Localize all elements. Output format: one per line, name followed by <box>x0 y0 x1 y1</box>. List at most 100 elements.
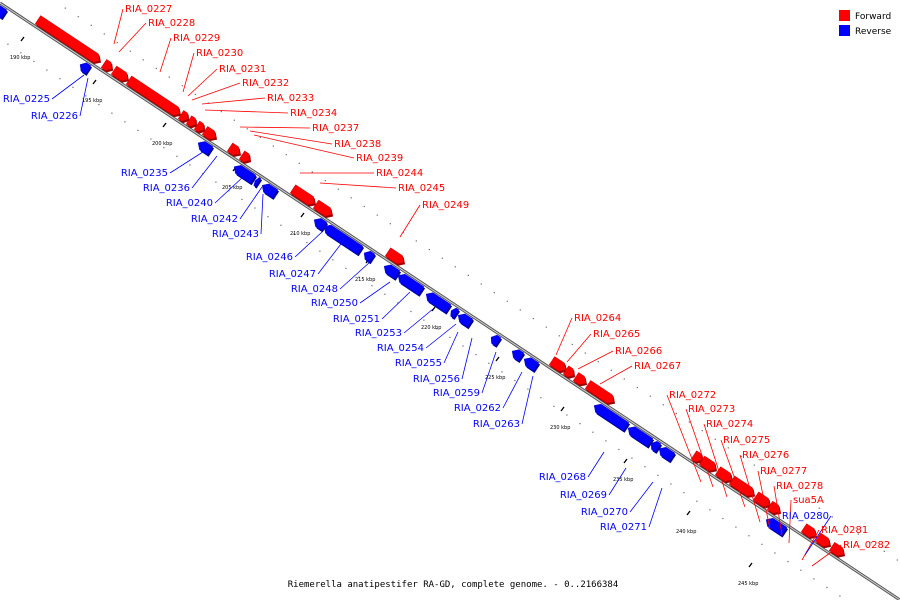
gene-body <box>523 357 540 372</box>
gene-RIA_0242 <box>261 183 280 200</box>
scale-dot <box>77 16 79 18</box>
legend: Forward Reverse <box>839 10 892 37</box>
tick-label: 195 kbp <box>82 98 102 104</box>
scale-dot <box>306 241 308 244</box>
scale-dot <box>566 414 568 416</box>
gene-body <box>313 218 328 231</box>
scale-dot <box>462 345 464 347</box>
leader-line <box>703 423 728 498</box>
scale-dot <box>358 276 360 278</box>
tick-mark <box>748 562 753 568</box>
scale-dot <box>805 499 807 501</box>
tick-mark <box>686 510 691 516</box>
gene-RIA_0244 <box>289 184 317 207</box>
leader-line <box>239 186 263 220</box>
scale-dots <box>7 7 898 597</box>
scale-dot <box>33 60 35 63</box>
gene-RIA_0262 <box>523 357 541 373</box>
scale-dot <box>298 162 300 164</box>
scale-dot <box>441 257 443 259</box>
scale-dot <box>228 190 230 192</box>
tick-label: 205 kbp <box>222 185 242 191</box>
scale-dot <box>844 524 846 527</box>
gene-RIA_0251 <box>425 292 453 315</box>
scale-dot <box>597 361 599 363</box>
gene-label: RIA_0240 <box>166 198 213 209</box>
gene-body <box>650 441 662 453</box>
gene-body <box>185 115 197 127</box>
gene-label: RIA_0242 <box>191 214 238 225</box>
scale-dot <box>7 43 9 45</box>
scale-dot <box>371 285 373 287</box>
tick-mark <box>495 356 500 362</box>
scale-dot <box>545 326 547 328</box>
gene-label: RIA_0225 <box>3 94 50 105</box>
gene-body <box>100 59 113 71</box>
scale-dot <box>592 431 594 433</box>
scale-dot <box>480 283 482 285</box>
scale-dot <box>246 128 248 130</box>
gene-body <box>457 313 474 328</box>
tick-label: 220 kbp <box>421 325 441 331</box>
scale-dot <box>454 266 456 268</box>
gene-body <box>383 264 401 280</box>
tick-label: 240 kbp <box>676 529 696 535</box>
gene-body <box>548 356 567 372</box>
gene-label: RIA_0247 <box>269 269 316 280</box>
scale-dot <box>488 362 490 364</box>
scale-dot <box>285 154 287 156</box>
scale-dot <box>644 466 646 468</box>
leader-line <box>804 515 832 556</box>
gene-RIA_0281 <box>800 523 818 539</box>
scale-dot <box>553 405 555 407</box>
genome-caption: Riemerella anatipestifer RA-GD, complete… <box>288 580 619 590</box>
tick-mark <box>20 36 25 42</box>
gene-label: RIA_0282 <box>843 540 890 551</box>
scale-dot <box>181 85 183 87</box>
tick-mark <box>300 212 305 218</box>
scale-dot <box>519 309 521 311</box>
gene-RIA_0247 <box>363 250 377 265</box>
scale-dot <box>506 300 508 302</box>
leader-line <box>443 331 459 364</box>
gene-RIA_0282 <box>814 532 832 549</box>
gene-label: RIA_0280 <box>782 511 829 522</box>
scale-dot <box>254 207 256 209</box>
tick-mark <box>92 79 97 85</box>
gene-label: RIA_0246 <box>246 252 293 263</box>
scale-dot <box>662 404 664 406</box>
gene-RIA_0274 <box>714 466 734 484</box>
tick-label: 210 kbp <box>290 231 310 237</box>
scale-dot <box>584 352 586 354</box>
gene-RIA_0259 <box>511 349 526 364</box>
gene-RIA_0238 <box>238 150 252 164</box>
gene-label: RIA_0272 <box>669 390 716 401</box>
scale-dot <box>558 335 560 337</box>
scale-dot <box>189 164 191 166</box>
tick-mark <box>162 122 167 128</box>
gene-RIA_0269 <box>627 426 655 449</box>
gene-body <box>511 349 525 362</box>
leader-line <box>555 317 573 356</box>
gene-label: RIA_0274 <box>706 419 753 430</box>
leader-line <box>403 308 434 334</box>
gene-label: RIA_0251 <box>333 314 380 325</box>
gene-body <box>261 183 279 199</box>
gene-body <box>79 62 92 75</box>
gene-label: RIA_0276 <box>742 450 789 461</box>
gene-body <box>289 184 316 206</box>
gene-body <box>177 110 189 122</box>
scale-dot <box>176 155 178 157</box>
scale-dot <box>774 552 776 554</box>
gene-label: RIA_0236 <box>143 183 190 194</box>
gene-label: RIA_0228 <box>148 18 195 29</box>
leader-line <box>113 8 124 45</box>
gene-label: RIA_0227 <box>125 4 172 15</box>
gene-body <box>253 177 262 188</box>
scale-dot <box>64 7 66 9</box>
scale-dot <box>163 147 165 149</box>
leader-line <box>502 371 523 409</box>
leader-line <box>359 281 391 304</box>
gene-body <box>425 292 452 314</box>
